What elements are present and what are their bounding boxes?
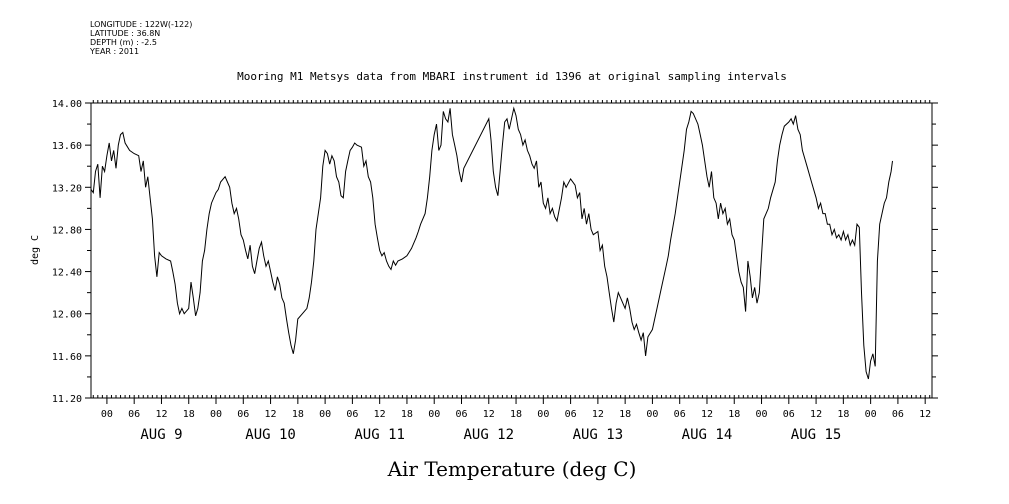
longitude-text: LONGITUDE : 122W(-122) bbox=[90, 20, 193, 29]
x-hour-label: 12 bbox=[483, 409, 495, 420]
y-tick-label: 12.80 bbox=[52, 225, 82, 236]
chart-title: Mooring M1 Metsys data from MBARI instru… bbox=[237, 70, 787, 83]
x-hour-label: 06 bbox=[237, 409, 249, 420]
x-day-label: AUG 9 bbox=[140, 427, 182, 443]
x-hour-label: 18 bbox=[183, 409, 195, 420]
x-hour-label: 12 bbox=[155, 409, 167, 420]
x-hour-label: 00 bbox=[865, 409, 877, 420]
y-tick-label: 14.00 bbox=[52, 99, 82, 110]
y-tick-label: 11.60 bbox=[52, 352, 82, 363]
y-tick-label: 12.40 bbox=[52, 268, 82, 279]
x-day-label: AUG 13 bbox=[573, 427, 624, 443]
mooring-metadata: LONGITUDE : 122W(-122) LATITUDE : 36.8N … bbox=[90, 20, 192, 56]
y-axis: 14.00 13.60 13.20 12.80 12.40 12.00 11.60 11.20 bbox=[52, 99, 938, 405]
y-axis-label: deg C bbox=[30, 235, 41, 265]
y-tick-label: 12.00 bbox=[52, 310, 82, 321]
depth-text: DEPTH (m) : -2.5 bbox=[90, 38, 157, 47]
x-hour-label: 00 bbox=[428, 409, 440, 420]
x-hour-label: 06 bbox=[892, 409, 904, 420]
x-day-label: AUG 15 bbox=[791, 427, 842, 443]
y-tick-label: 13.60 bbox=[52, 141, 82, 152]
x-hour-label: 06 bbox=[565, 409, 577, 420]
x-hour-label: 00 bbox=[646, 409, 658, 420]
year-text: YEAR : 2011 bbox=[90, 47, 140, 56]
x-hour-label: 06 bbox=[346, 409, 358, 420]
x-day-label: AUG 14 bbox=[682, 427, 733, 443]
x-axis: 00 06 12 18 00 06 12 18 00 06 12 18 00 06 12 18 00 06 12 18… bbox=[92, 100, 931, 443]
x-hour-label: 06 bbox=[455, 409, 467, 420]
y-tick-label: 13.20 bbox=[52, 183, 82, 194]
x-hour-label: 00 bbox=[210, 409, 222, 420]
x-day-label: AUG 11 bbox=[354, 427, 405, 443]
x-axis-label: Air Temperature (deg C) bbox=[387, 457, 637, 481]
x-hour-label: 06 bbox=[783, 409, 795, 420]
x-hour-label: 18 bbox=[510, 409, 522, 420]
x-hour-label: 06 bbox=[128, 409, 140, 420]
plot-frame bbox=[90, 102, 933, 399]
x-hour-label: 00 bbox=[101, 409, 113, 420]
x-hour-label: 18 bbox=[401, 409, 413, 420]
x-hour-label: 12 bbox=[374, 409, 386, 420]
temperature-line bbox=[90, 106, 893, 380]
series-group bbox=[90, 106, 893, 380]
x-hour-label: 18 bbox=[292, 409, 304, 420]
x-hour-label: 12 bbox=[592, 409, 604, 420]
x-hour-label: 12 bbox=[701, 409, 713, 420]
x-hour-label: 12 bbox=[265, 409, 277, 420]
x-hour-label: 00 bbox=[756, 409, 768, 420]
x-hour-label: 06 bbox=[674, 409, 686, 420]
x-day-label: AUG 12 bbox=[463, 427, 514, 443]
x-hour-label: 12 bbox=[919, 409, 931, 420]
latitude-text: LATITUDE : 36.8N bbox=[90, 29, 161, 38]
x-day-label: AUG 10 bbox=[245, 427, 296, 443]
x-hour-label: 18 bbox=[837, 409, 849, 420]
y-tick-label: 11.20 bbox=[52, 394, 82, 405]
x-hour-label: 00 bbox=[537, 409, 549, 420]
x-hour-label: 18 bbox=[728, 409, 740, 420]
x-hour-label: 12 bbox=[810, 409, 822, 420]
x-hour-label: 18 bbox=[619, 409, 631, 420]
x-hour-label: 00 bbox=[319, 409, 331, 420]
